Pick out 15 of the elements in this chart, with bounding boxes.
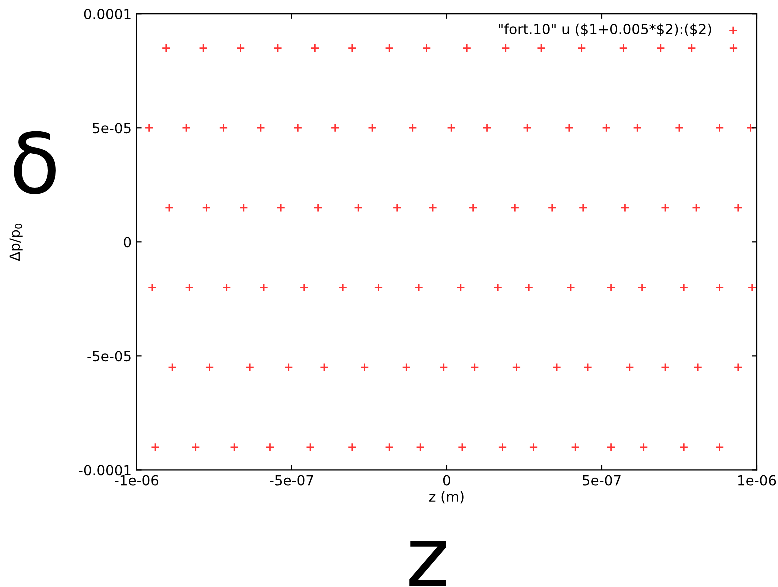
- x-tick-label: 1e-06: [738, 475, 776, 486]
- y-tick-label: 0: [124, 237, 132, 248]
- y-axis-title: Δp/p$_{0}$: [10, 224, 23, 262]
- y-tick-label: -0.0001: [79, 465, 131, 476]
- legend-label: "fort.10" u ($1+0.005*$2):($2): [499, 24, 712, 36]
- y-tick-label: 5e-05: [93, 123, 131, 134]
- x-tick-label: -1e-06: [115, 475, 159, 486]
- x-tick-label: 0: [443, 475, 450, 486]
- text: z: [410, 540, 446, 587]
- x-tick-label: -5e-07: [270, 475, 314, 486]
- x-axis-title: z (m): [430, 491, 464, 504]
- text: δ: [14, 131, 56, 194]
- x-tick-label: 5e-07: [583, 475, 621, 486]
- y-tick-label: 0.0001: [84, 9, 131, 20]
- y-tick-label: -5e-05: [88, 351, 131, 362]
